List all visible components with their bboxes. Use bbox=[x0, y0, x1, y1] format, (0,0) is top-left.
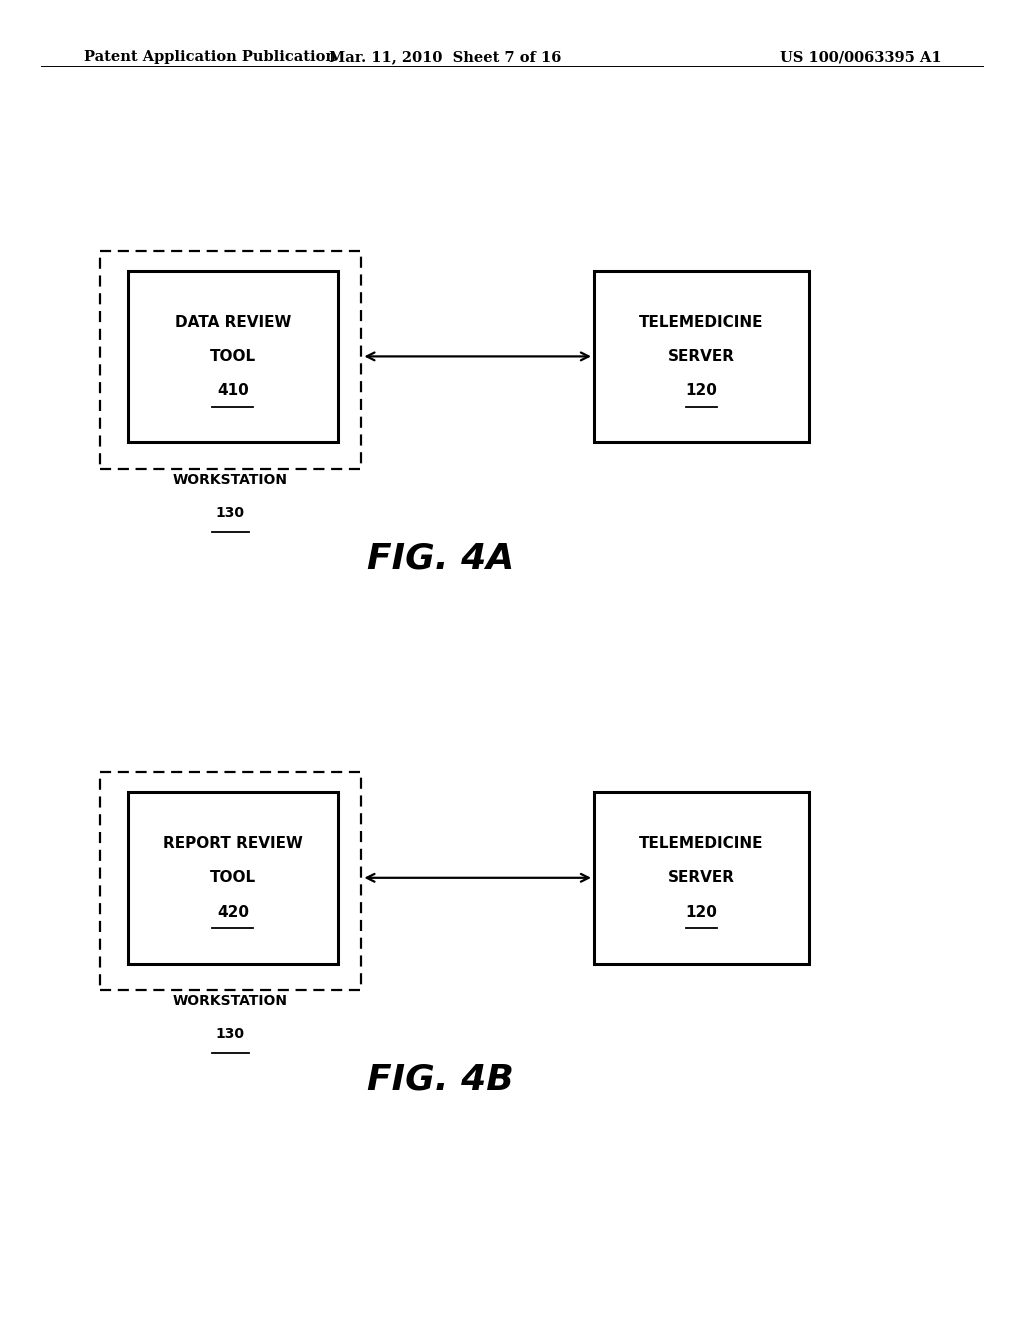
Text: WORKSTATION: WORKSTATION bbox=[173, 994, 288, 1008]
Text: TOOL: TOOL bbox=[210, 870, 256, 886]
Text: TOOL: TOOL bbox=[210, 348, 256, 364]
Text: REPORT REVIEW: REPORT REVIEW bbox=[163, 836, 303, 851]
Text: FIG. 4B: FIG. 4B bbox=[367, 1063, 514, 1097]
Bar bbox=[128, 792, 338, 964]
Text: Patent Application Publication: Patent Application Publication bbox=[84, 50, 336, 65]
Text: WORKSTATION: WORKSTATION bbox=[173, 473, 288, 487]
Text: DATA REVIEW: DATA REVIEW bbox=[175, 314, 291, 330]
Text: FIG. 4A: FIG. 4A bbox=[367, 541, 514, 576]
Text: TELEMEDICINE: TELEMEDICINE bbox=[639, 314, 764, 330]
Text: 120: 120 bbox=[685, 383, 718, 399]
Text: 130: 130 bbox=[216, 1027, 245, 1041]
Bar bbox=[128, 271, 338, 442]
Text: US 100/0063395 A1: US 100/0063395 A1 bbox=[780, 50, 942, 65]
Text: Mar. 11, 2010  Sheet 7 of 16: Mar. 11, 2010 Sheet 7 of 16 bbox=[330, 50, 561, 65]
Text: SERVER: SERVER bbox=[668, 348, 735, 364]
Bar bbox=[100, 772, 361, 990]
Text: SERVER: SERVER bbox=[668, 870, 735, 886]
Text: 420: 420 bbox=[217, 904, 249, 920]
Text: 120: 120 bbox=[685, 904, 718, 920]
Text: 410: 410 bbox=[217, 383, 249, 399]
Text: 130: 130 bbox=[216, 506, 245, 520]
Bar bbox=[100, 251, 361, 469]
Bar bbox=[594, 792, 809, 964]
Text: TELEMEDICINE: TELEMEDICINE bbox=[639, 836, 764, 851]
Bar bbox=[594, 271, 809, 442]
